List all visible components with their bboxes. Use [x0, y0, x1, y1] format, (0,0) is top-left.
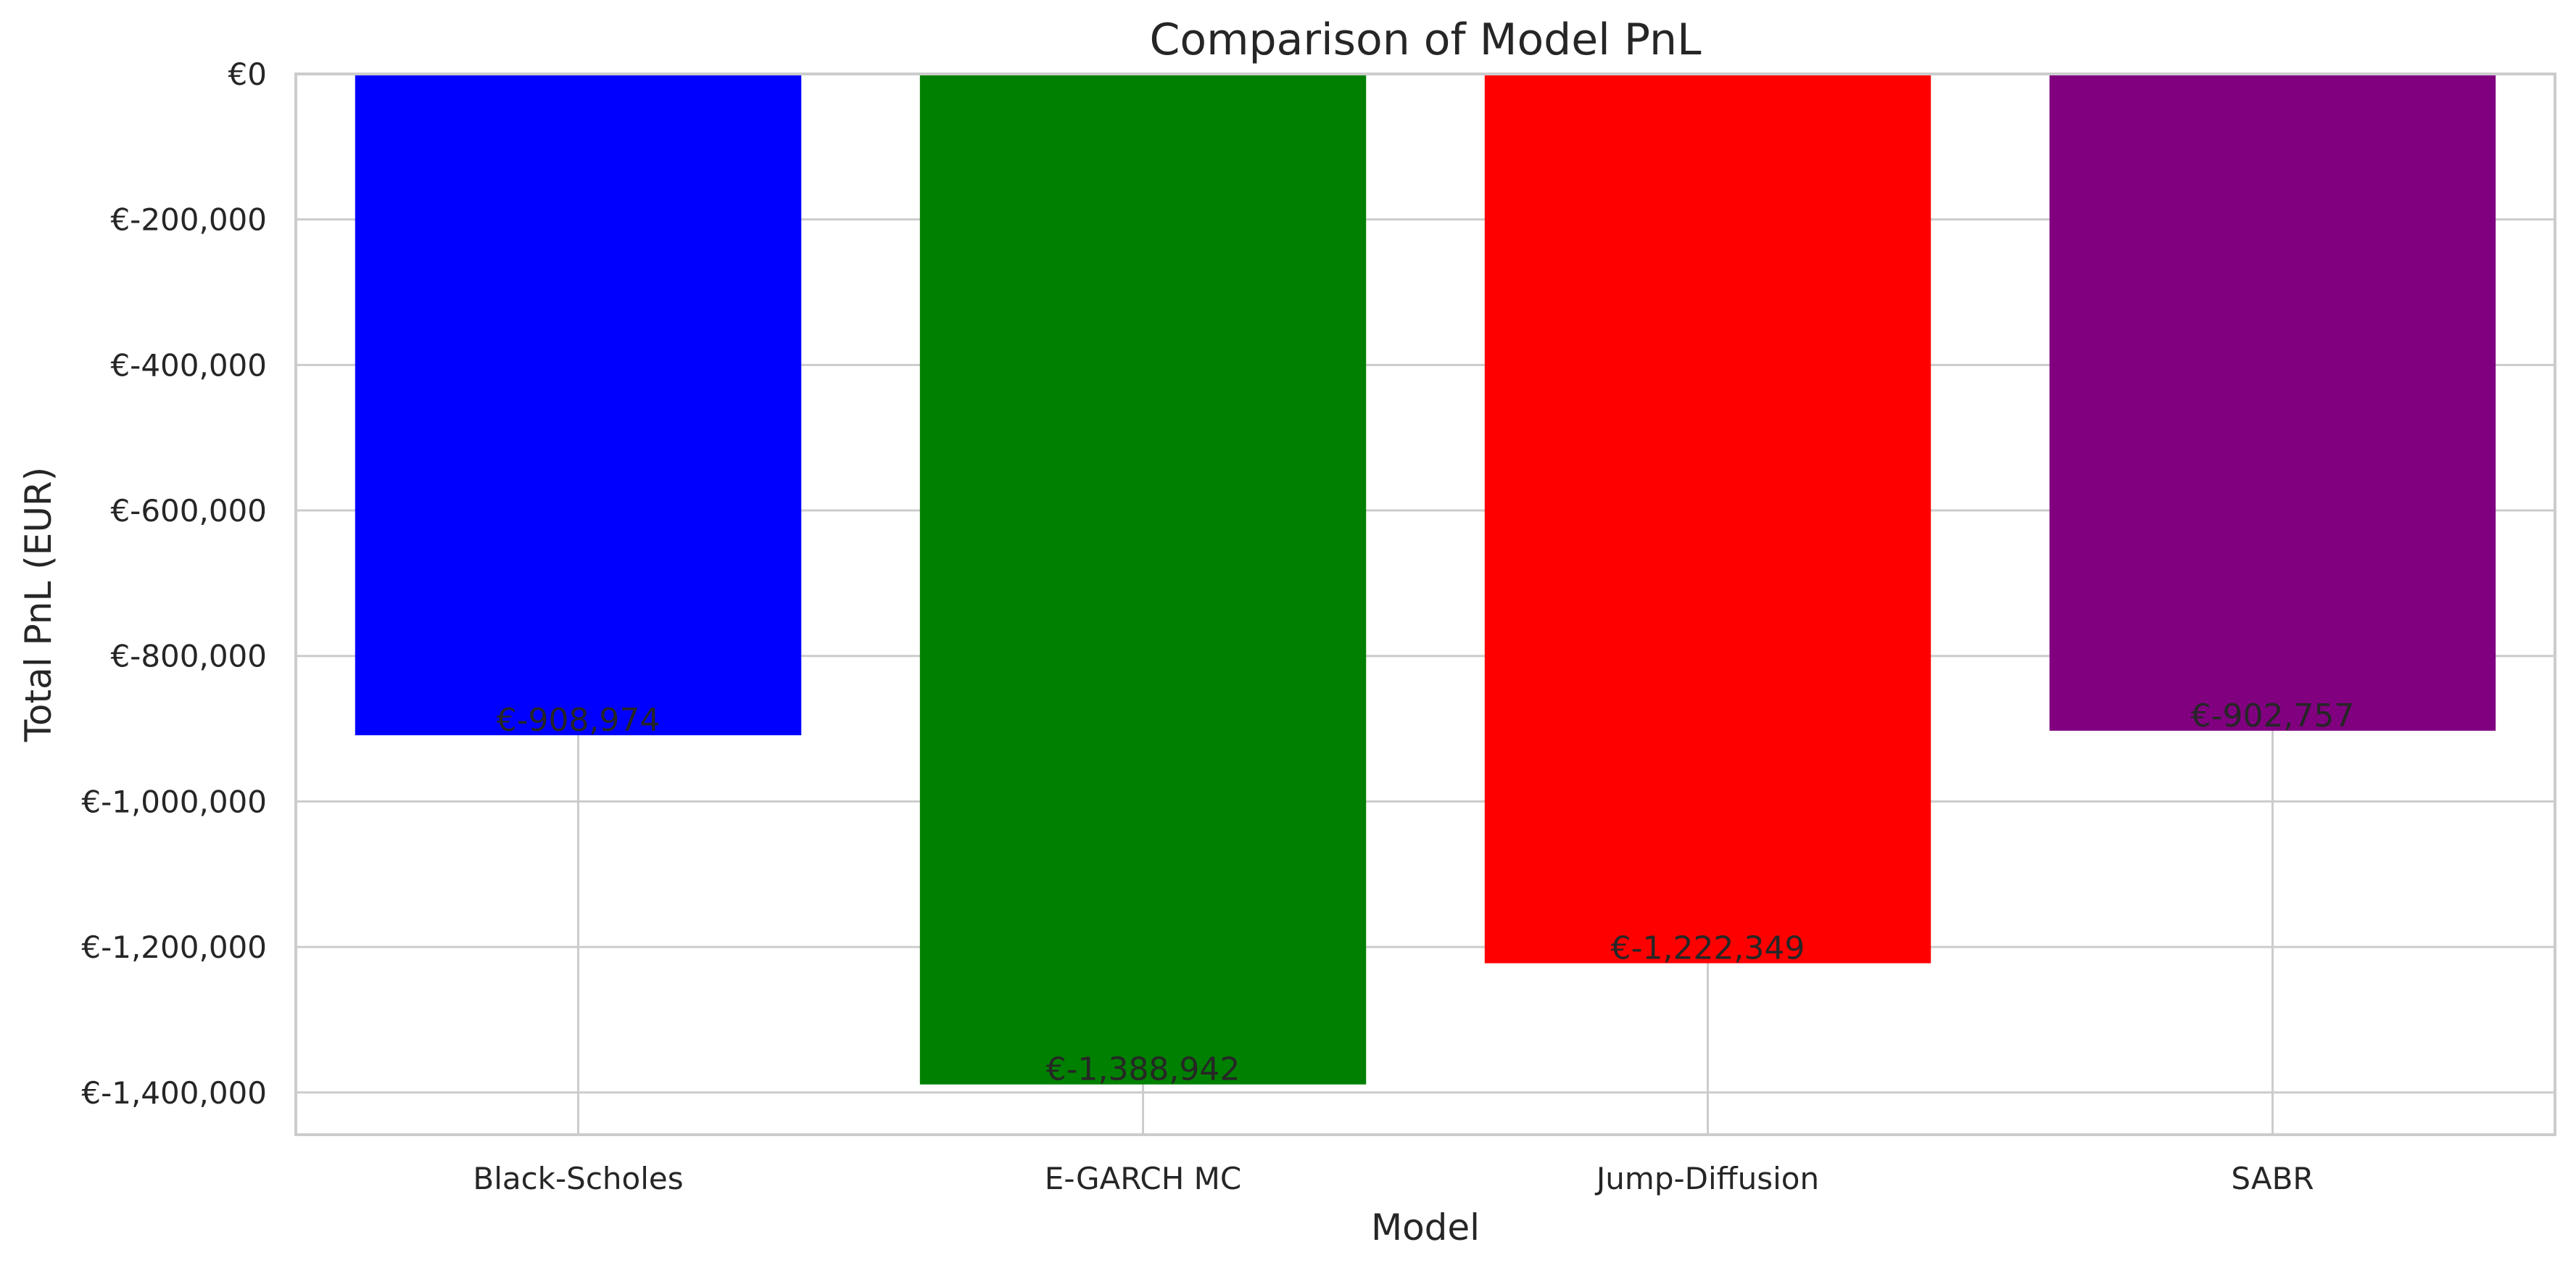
plot-frame — [294, 73, 2556, 1136]
bar — [1484, 74, 1931, 964]
y-tick-label: €-800,000 — [110, 639, 267, 674]
y-axis-title: Total PnL (EUR) — [17, 467, 59, 742]
x-tick-labels: Black-Scholes E-GARCH MC Jump-Diffusion SAB… — [473, 1161, 2314, 1196]
bar-value-label: €-1,222,349 — [1611, 930, 1805, 967]
bars — [355, 74, 2496, 1085]
y-tick-label: €-1,400,000 — [81, 1075, 267, 1111]
bar-value-label: €-1,388,942 — [1046, 1051, 1241, 1088]
x-tick-label: Black-Scholes — [473, 1161, 683, 1196]
y-tick-label: €-200,000 — [110, 202, 267, 238]
y-tick-label: €-400,000 — [110, 347, 267, 383]
bar-value-labels: €-908,974 €-1,388,942 €-1,222,349 €-902,757 — [497, 697, 2355, 1088]
x-tick-label: E-GARCH MC — [1045, 1161, 1241, 1196]
y-tick-label: €-1,000,000 — [81, 784, 267, 819]
y-tick-label: €-600,000 — [110, 493, 267, 529]
x-axis-title: Model — [1371, 1206, 1480, 1249]
y-tick-label: €-1,200,000 — [81, 930, 267, 965]
bar — [2049, 74, 2496, 731]
x-tick-label: Jump-Diffusion — [1594, 1161, 1819, 1196]
bar — [919, 74, 1367, 1085]
y-tick-labels: €0 €-200,000 €-400,000 €-600,000 €-800,000 €-… — [81, 57, 267, 1111]
bar-value-label: €-902,757 — [2191, 697, 2355, 734]
bar — [355, 74, 802, 736]
chart-title: Comparison of Model PnL — [1149, 15, 1702, 65]
y-tick-label: €0 — [228, 57, 267, 92]
bar-value-label: €-908,974 — [497, 702, 660, 739]
x-tick-label: SABR — [2231, 1161, 2314, 1196]
